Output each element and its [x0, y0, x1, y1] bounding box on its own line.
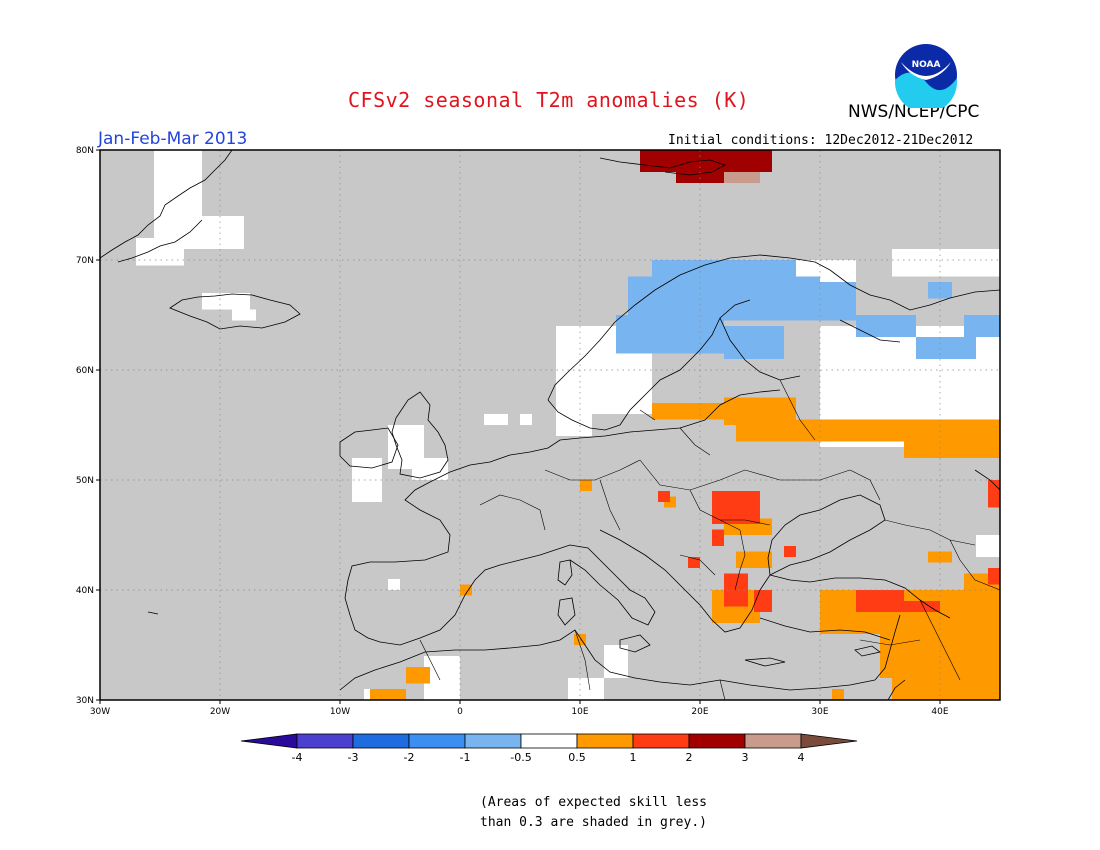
colorbar-swatch [744, 733, 802, 749]
lon-tick-label: 0 [457, 707, 463, 717]
coastlines [100, 150, 1000, 700]
anomaly-cell [784, 546, 796, 557]
country-borders [419, 379, 1000, 700]
anomaly-cell [388, 579, 400, 590]
anomaly-cell [712, 529, 724, 546]
anomaly-cell [658, 491, 670, 502]
colorbar-label: -4 [292, 751, 303, 764]
anomaly-cell [724, 326, 784, 359]
colorbar-label: -1 [460, 751, 471, 764]
lat-tick-label: 70N [76, 256, 94, 266]
anomaly-cell [928, 282, 952, 299]
longitude-axis: 30W 20W 10W 0 10E 20E 30E 40E [90, 700, 949, 717]
lat-tick-label: 40N [76, 586, 94, 596]
anomaly-cell [592, 348, 652, 414]
colorbar-label: -2 [404, 751, 415, 764]
colorbar-swatch [576, 733, 634, 749]
anomaly-cell [580, 480, 592, 491]
anomaly-cell [520, 414, 532, 425]
anomaly-cell [616, 315, 724, 354]
colorbar-swatch [408, 733, 466, 749]
lon-tick-label: 40E [931, 707, 948, 717]
anomaly-cell [712, 150, 748, 161]
lon-tick-label: 10W [330, 707, 350, 717]
initial-conditions-label: Initial conditions: 12Dec2012-21Dec2012 [668, 133, 974, 148]
noaa-logo-text: NOAA [912, 60, 941, 70]
lon-tick-label: 20E [691, 707, 708, 717]
anomaly-cell [904, 601, 940, 612]
colorbar-swatch [800, 733, 858, 749]
season-label: Jan-Feb-Mar 2013 [98, 129, 248, 149]
anomaly-cell [676, 172, 748, 183]
lat-tick-label: 80N [76, 146, 94, 156]
colorbar-label: -0.5 [510, 751, 531, 764]
anomaly-cell [172, 216, 244, 249]
colorbar-swatch [632, 733, 690, 749]
colorbar-swatch [688, 733, 746, 749]
anomaly-cell [484, 414, 508, 425]
colorbar-swatch [352, 733, 410, 749]
colorbar-swatch [296, 733, 354, 749]
colorbar-swatch [240, 733, 298, 749]
anomaly-cell [688, 557, 700, 568]
anomaly-cell [412, 458, 448, 480]
anomaly-cell [892, 249, 1000, 277]
anomaly-cell [460, 584, 472, 596]
colorbar-swatch [464, 733, 522, 749]
lon-tick-label: 30W [90, 707, 110, 717]
org-label: NWS/NCEP/CPC [848, 102, 980, 122]
colorbar-label: 2 [686, 751, 693, 764]
colorbar-label: 0.5 [568, 751, 586, 764]
anomaly-cell [916, 337, 976, 359]
anomaly-cell [202, 293, 250, 310]
colorbar-label: -3 [348, 751, 359, 764]
map-frame [99, 149, 1001, 701]
anomaly-cell [856, 590, 904, 612]
anomaly-cell [856, 315, 916, 337]
anomaly-cell [988, 568, 1000, 585]
anomaly-cell [754, 590, 772, 612]
colorbar-label: 3 [742, 751, 749, 764]
colorbar-swatch [520, 733, 578, 749]
colorbar-label: 1 [630, 751, 637, 764]
anomaly-cell [352, 458, 382, 502]
anomaly-cell [568, 678, 604, 700]
lat-tick-label: 50N [76, 476, 94, 486]
skill-note: (Areas of expected skill less than 0.3 a… [480, 795, 707, 830]
lon-tick-label: 30E [811, 707, 828, 717]
chart-title: CFSv2 seasonal T2m anomalies (K) [348, 88, 750, 112]
anomaly-cell [604, 645, 628, 678]
lon-tick-label: 10E [571, 707, 588, 717]
gridlines [100, 150, 1000, 700]
anomaly-cell [976, 535, 1000, 557]
anomaly-cell [736, 419, 928, 442]
lon-tick-label: 20W [210, 707, 230, 717]
anomaly-cell [232, 309, 256, 321]
anomaly-cell [712, 491, 760, 524]
anomaly-cells [136, 150, 1000, 700]
anomaly-cell [652, 260, 796, 277]
anomaly-cell [724, 172, 760, 183]
anomaly-cell [832, 689, 844, 700]
anomaly-cell [370, 689, 406, 700]
anomaly-cell [406, 667, 430, 684]
colorbar-label: 4 [798, 751, 805, 764]
anomaly-cell [904, 441, 1000, 458]
latitude-axis: 30N 40N 50N 60N 70N 80N [76, 146, 100, 706]
anomaly-cell [892, 678, 1000, 700]
lat-tick-label: 30N [76, 696, 94, 706]
anomaly-cell [964, 315, 1000, 337]
lat-tick-label: 60N [76, 366, 94, 376]
noaa-logo-icon: NOAA [895, 44, 957, 108]
